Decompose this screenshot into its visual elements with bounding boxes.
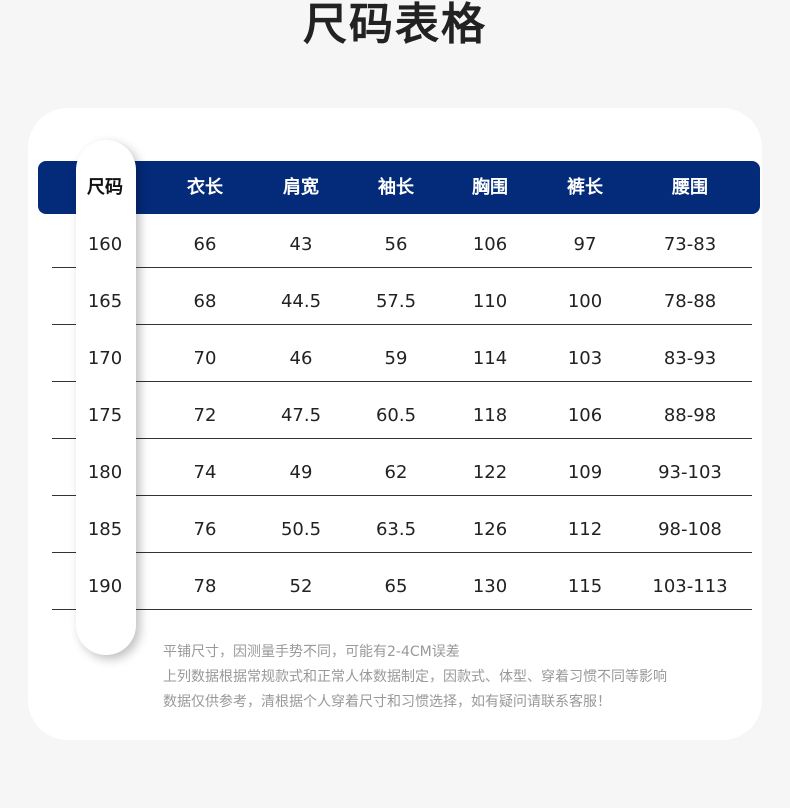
- column-header: 腰围: [672, 177, 708, 198]
- table-cell: 65: [384, 576, 408, 597]
- table-cell: 118: [472, 405, 508, 426]
- table-cell: 43: [289, 234, 313, 255]
- table-cell: 52: [289, 576, 313, 597]
- table-cell: 60.5: [375, 405, 417, 426]
- row-divider: [52, 495, 752, 496]
- table-cell: 100: [567, 291, 603, 312]
- table-cell: 78: [193, 576, 217, 597]
- table-cell: 66: [193, 234, 217, 255]
- notes: 平铺尺寸，因测量手势不同，可能有2-4CM误差 上列数据根据常规款式和正常人体数…: [163, 640, 667, 715]
- row-divider: [52, 552, 752, 553]
- table-cell: 165: [87, 291, 123, 312]
- table-header-bar: [38, 161, 760, 214]
- table-cell: 47.5: [280, 405, 322, 426]
- note-line: 数据仅供参考，清根据个人穿着尺寸和习惯选择，如有疑问请联系客服！: [163, 694, 611, 710]
- table-cell: 110: [472, 291, 508, 312]
- table-cell: 180: [87, 462, 123, 483]
- table-cell: 109: [567, 462, 603, 483]
- row-divider: [52, 267, 752, 268]
- column-header: 胸围: [472, 177, 508, 198]
- table-cell: 68: [193, 291, 217, 312]
- table-cell: 97: [573, 234, 597, 255]
- table-cell: 76: [193, 519, 217, 540]
- table-cell: 88-98: [663, 405, 717, 426]
- table-cell: 185: [87, 519, 123, 540]
- table-cell: 62: [384, 462, 408, 483]
- size-column-highlight: [76, 140, 136, 655]
- column-header: 衣长: [187, 177, 223, 198]
- table-cell: 103: [567, 348, 603, 369]
- table-cell: 56: [384, 234, 408, 255]
- table-cell: 112: [567, 519, 603, 540]
- row-divider: [52, 324, 752, 325]
- table-cell: 70: [193, 348, 217, 369]
- table-cell: 72: [193, 405, 217, 426]
- table-cell: 106: [567, 405, 603, 426]
- table-cell: 63.5: [375, 519, 417, 540]
- row-divider: [52, 609, 752, 610]
- table-cell: 114: [472, 348, 508, 369]
- note-line: 平铺尺寸，因测量手势不同，可能有2-4CM误差: [163, 644, 460, 660]
- table-cell: 93-103: [658, 462, 722, 483]
- page-title: 尺码表格: [303, 0, 487, 50]
- column-header: 尺码: [87, 177, 123, 198]
- column-header: 裤长: [567, 177, 603, 198]
- row-divider: [52, 438, 752, 439]
- table-cell: 59: [384, 348, 408, 369]
- table-cell: 44.5: [280, 291, 322, 312]
- table-cell: 106: [472, 234, 508, 255]
- table-cell: 73-83: [663, 234, 717, 255]
- table-cell: 50.5: [280, 519, 322, 540]
- table-cell: 49: [289, 462, 313, 483]
- table-cell: 78-88: [663, 291, 717, 312]
- table-cell: 122: [472, 462, 508, 483]
- table-cell: 126: [472, 519, 508, 540]
- table-cell: 103-113: [652, 576, 728, 597]
- row-divider: [52, 381, 752, 382]
- column-header: 袖长: [378, 177, 414, 198]
- table-cell: 170: [87, 348, 123, 369]
- table-cell: 57.5: [375, 291, 417, 312]
- table-cell: 115: [567, 576, 603, 597]
- table-cell: 83-93: [663, 348, 717, 369]
- table-cell: 46: [289, 348, 313, 369]
- column-header: 肩宽: [283, 177, 319, 198]
- table-cell: 175: [87, 405, 123, 426]
- table-cell: 98-108: [658, 519, 722, 540]
- table-cell: 190: [87, 576, 123, 597]
- note-line: 上列数据根据常规款式和正常人体数据制定，因款式、体型、穿着习惯不同等影响: [163, 669, 667, 685]
- table-cell: 130: [472, 576, 508, 597]
- table-cell: 74: [193, 462, 217, 483]
- table-cell: 160: [87, 234, 123, 255]
